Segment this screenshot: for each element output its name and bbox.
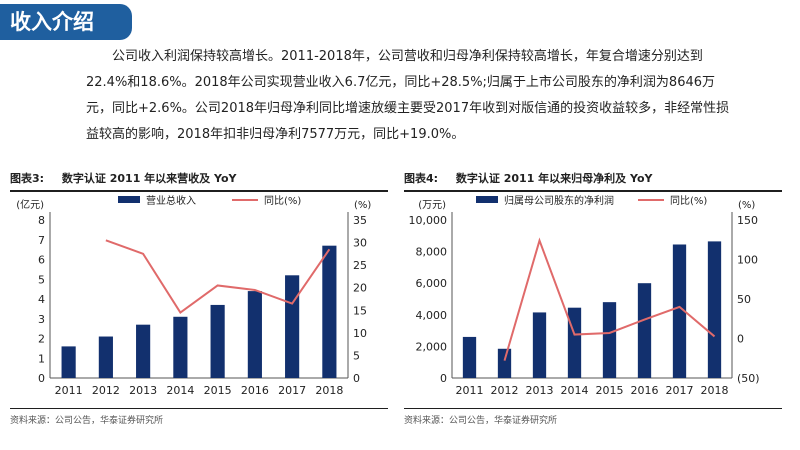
x-tick-label: 2018 — [701, 384, 729, 397]
right-tick-label: (50) — [737, 372, 760, 385]
left-tick-label: 1 — [38, 352, 45, 365]
figure-label: 图表4: — [404, 172, 439, 185]
data-bar — [462, 336, 477, 378]
left-tick-label: 3 — [38, 313, 45, 326]
right-tick-label: 0 — [737, 333, 744, 346]
data-bar — [247, 291, 262, 378]
right-tick-label: 20 — [353, 282, 367, 295]
chart-title-text: 数字认证 2011 年以来归母净利及 YoY — [455, 172, 653, 185]
right-tick-label: 15 — [353, 304, 367, 317]
right-tick-label: 50 — [737, 293, 751, 306]
left-tick-label: 2 — [38, 333, 45, 346]
right-tick-label: 0 — [353, 372, 360, 385]
data-bar — [98, 336, 113, 378]
right-axis-unit: (%) — [738, 200, 755, 211]
left-tick-label: 4 — [38, 293, 45, 306]
left-tick-label: 6,000 — [416, 277, 448, 290]
revenue-chart-panel: 图表3: 数字认证 2011 年以来营收及 YoY (亿元) (%) 0 1 2 3 4 5 6… — [10, 168, 388, 436]
data-bar — [61, 346, 76, 378]
chart-source: 资料来源：公司公告，华泰证券研究所 — [10, 408, 388, 433]
data-bar — [567, 307, 582, 378]
x-tick-label: 2016 — [631, 384, 659, 397]
figure-label: 图表3: — [10, 172, 45, 185]
yoy-line — [503, 237, 716, 361]
left-tick-label: 6 — [38, 254, 45, 267]
page-title: 收入介绍 — [0, 4, 132, 40]
right-tick-label: 5 — [353, 349, 360, 362]
chart-title: 图表3: 数字认证 2011 年以来营收及 YoY — [10, 168, 388, 192]
yoy-line — [105, 239, 331, 314]
left-tick-label: 0 — [440, 372, 447, 385]
profit-chart: (万元) (%) 0 2,000 4,000 6,000 8,000 10,000 (50) 0 5… — [409, 194, 760, 397]
chart-source: 资料来源：公司公告，华泰证券研究所 — [404, 408, 782, 433]
left-tick-label: 2,000 — [416, 340, 448, 353]
x-tick-label: 2014 — [561, 384, 589, 397]
x-tick-label: 2015 — [596, 384, 624, 397]
x-tick-label: 2011 — [456, 384, 484, 397]
left-tick-label: 5 — [38, 273, 45, 286]
x-tick-label: 2013 — [129, 384, 157, 397]
left-tick-label: 0 — [38, 372, 45, 385]
data-bar — [285, 275, 300, 378]
x-tick-label: 2013 — [526, 384, 554, 397]
x-tick-label: 2018 — [315, 384, 343, 397]
data-bar — [602, 302, 617, 378]
right-tick-label: 30 — [353, 237, 367, 250]
chart-title-text: 数字认证 2011 年以来营收及 YoY — [61, 172, 237, 185]
data-bar — [136, 324, 151, 378]
right-tick-label: 10 — [353, 327, 367, 340]
left-tick-label: 8,000 — [416, 246, 448, 259]
legend-bar-label: 归属母公司股东的净利润 — [504, 194, 614, 207]
left-axis-unit: (万元) — [418, 200, 446, 211]
left-tick-label: 7 — [38, 234, 45, 247]
x-tick-label: 2011 — [55, 384, 83, 397]
left-tick-label: 8 — [38, 214, 45, 227]
right-axis-unit: (%) — [354, 200, 371, 211]
right-tick-label: 35 — [353, 214, 367, 227]
right-tick-label: 25 — [353, 259, 367, 272]
profit-chart-panel: 图表4: 数字认证 2011 年以来归母净利及 YoY (万元) (%) 0 2,00… — [404, 168, 782, 436]
data-bar — [672, 244, 687, 378]
data-bar — [637, 283, 652, 378]
data-bar — [707, 241, 722, 378]
x-tick-label: 2012 — [92, 384, 120, 397]
legend-bar-label: 营业总收入 — [146, 194, 196, 207]
x-tick-label: 2017 — [666, 384, 694, 397]
intro-text: 公司收入利润保持较高增长。2011-2018年，公司营收和归母净利保持较高增长，… — [86, 49, 730, 142]
left-axis-unit: (亿元) — [16, 198, 44, 211]
left-tick-label: 4,000 — [416, 309, 448, 322]
left-tick-label: 10,000 — [409, 214, 448, 227]
chart-title: 图表4: 数字认证 2011 年以来归母净利及 YoY — [404, 168, 782, 192]
data-bar — [322, 245, 337, 378]
x-tick-label: 2017 — [278, 384, 306, 397]
revenue-chart: (亿元) (%) 0 1 2 3 4 5 6 7 8 0 5 10 15 20 25 30 35 2011 2012 20… — [16, 194, 371, 397]
data-bar — [497, 348, 512, 378]
x-tick-label: 2016 — [241, 384, 269, 397]
right-tick-label: 150 — [737, 214, 758, 227]
data-bar — [532, 312, 547, 378]
x-tick-label: 2012 — [491, 384, 519, 397]
x-tick-label: 2015 — [204, 384, 232, 397]
legend-bar-swatch — [476, 196, 498, 203]
data-bar — [210, 304, 225, 378]
intro-paragraph: 公司收入利润保持较高增长。2011-2018年，公司营收和归母净利保持较高增长，… — [86, 44, 736, 148]
legend-bar-swatch — [118, 196, 140, 203]
legend-line-label: 同比(%) — [264, 195, 301, 207]
data-bar — [173, 316, 188, 378]
legend-line-label: 同比(%) — [670, 195, 707, 207]
right-tick-label: 100 — [737, 254, 758, 267]
x-tick-label: 2014 — [166, 384, 194, 397]
